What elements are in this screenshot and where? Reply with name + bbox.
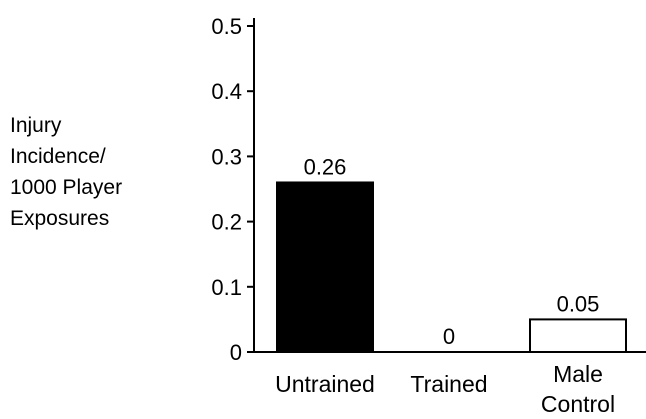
x-axis-categories: Untrained Trained Male Control [275,361,615,417]
y-tick-label: 0.4 [211,79,242,104]
y-axis-title-line: Injury [10,114,62,137]
y-tick-label: 0.2 [211,210,242,235]
category-label: Untrained [275,371,375,397]
y-tick-label: 0.5 [211,14,242,39]
data-label: 0 [443,324,455,349]
y-tick-label: 0.3 [211,144,242,169]
y-tick-label: 0.1 [211,275,242,300]
bar [529,318,627,353]
y-axis-title-line: 1000 Player [10,176,122,199]
category-label: Trained [410,371,487,397]
category-label: Male [553,361,603,387]
bars [276,181,627,353]
category-label: Control [541,391,615,417]
y-axis-ticks: 0 0.1 0.2 0.3 0.4 0.5 [211,14,254,365]
data-labels: 0.26 0 0.05 [304,154,600,349]
y-tick-label: 0 [230,340,242,365]
data-label: 0.26 [304,154,347,179]
y-axis-title-line: Incidence/ [10,145,106,168]
y-axis-title-line: Exposures [10,207,109,230]
y-axis-title: Injury Incidence/1000 Player Exposures [10,114,122,230]
data-label: 0.05 [557,291,600,316]
bar [276,181,374,353]
